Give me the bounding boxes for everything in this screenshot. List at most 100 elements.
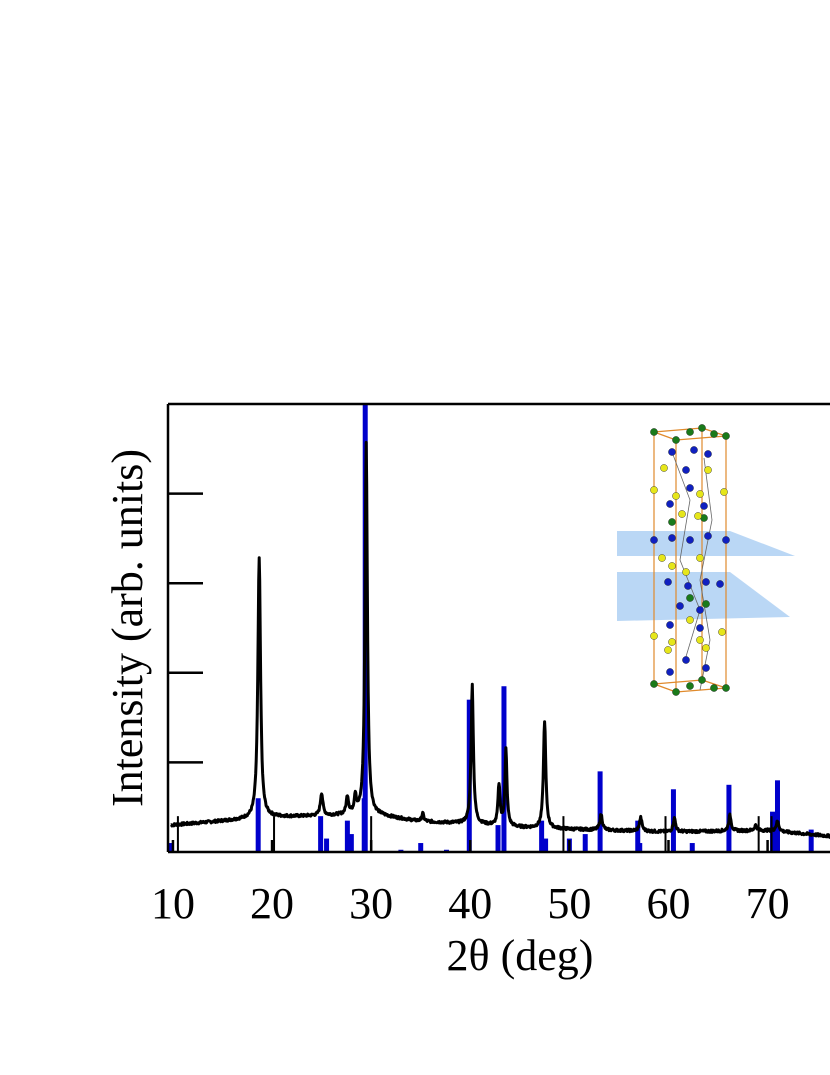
atom	[678, 510, 686, 518]
atom	[650, 536, 658, 544]
atom	[682, 466, 690, 474]
atom	[682, 568, 690, 576]
atom	[704, 450, 712, 458]
atom	[672, 492, 680, 500]
reference-stick	[664, 816, 667, 852]
atom	[666, 621, 674, 629]
reference-stick	[774, 780, 780, 852]
atom	[668, 534, 676, 542]
atom	[704, 532, 712, 540]
atom	[686, 616, 694, 624]
atom	[686, 682, 694, 690]
atom	[696, 636, 704, 644]
atom	[694, 512, 702, 520]
atom	[658, 554, 666, 562]
atom	[700, 502, 708, 510]
x-tick-label: 50	[547, 879, 591, 928]
atom	[668, 448, 676, 456]
atom	[686, 536, 694, 544]
atom	[704, 466, 712, 474]
reference-stick	[637, 843, 643, 852]
x-tick-label: 30	[349, 879, 393, 928]
reference-stick	[255, 798, 261, 852]
atom	[684, 582, 692, 590]
reference-sticks-blue	[168, 404, 814, 852]
reference-stick	[168, 843, 174, 852]
x-axis-ticks: 10 20 30 40 50 60 70	[151, 840, 790, 928]
atom	[686, 594, 694, 602]
atom	[676, 602, 684, 610]
reference-stick	[543, 838, 549, 852]
atom	[650, 428, 658, 436]
atom	[722, 684, 730, 692]
atom	[672, 436, 680, 444]
atom	[650, 486, 658, 494]
atom	[690, 446, 698, 454]
reference-stick	[418, 843, 424, 852]
lattice-plane	[617, 572, 790, 621]
atom	[696, 624, 704, 632]
reference-stick	[344, 820, 350, 852]
reference-stick	[562, 816, 565, 852]
y-axis-title: Intensity (arb. units)	[103, 449, 152, 807]
atom	[696, 554, 704, 562]
reference-stick	[757, 816, 760, 852]
unit-cell-frame	[653, 427, 727, 693]
reference-stick	[597, 771, 603, 852]
reference-stick	[370, 816, 373, 852]
atom	[722, 432, 730, 440]
atom	[686, 428, 694, 436]
atom	[702, 600, 710, 608]
atom	[720, 488, 728, 496]
x-tick-label: 40	[448, 879, 492, 928]
measured-pattern-line	[170, 440, 830, 839]
atom	[710, 430, 718, 438]
x-axis-title: 2θ (deg)	[447, 931, 594, 980]
atom	[664, 646, 672, 654]
reference-stick	[770, 816, 773, 852]
x-tick-label: 70	[746, 879, 790, 928]
atom	[682, 656, 690, 664]
atom	[664, 578, 672, 586]
reference-stick	[635, 820, 641, 852]
reference-stick	[808, 829, 814, 852]
reference-stick	[495, 825, 501, 852]
atom	[716, 580, 724, 588]
reference-sticks-black	[176, 816, 773, 852]
atom	[666, 668, 674, 676]
atom	[672, 688, 680, 696]
x-tick-label: 60	[646, 879, 690, 928]
atom	[702, 644, 710, 652]
atom	[698, 676, 706, 684]
atom	[660, 464, 668, 472]
plot-frame	[166, 402, 830, 854]
atom	[702, 664, 710, 672]
atom	[686, 484, 694, 492]
x-tick-label: 20	[250, 879, 294, 928]
atom	[696, 490, 704, 498]
atom	[702, 578, 710, 586]
atom	[718, 628, 726, 636]
atom	[668, 562, 676, 570]
reference-stick	[318, 816, 324, 852]
reference-stick	[582, 834, 588, 852]
atom	[650, 632, 658, 640]
atom	[710, 684, 718, 692]
y-axis-ticks	[168, 492, 203, 764]
x-tick-label: 10	[151, 879, 195, 928]
atom	[668, 518, 676, 526]
atom	[722, 536, 730, 544]
reference-stick	[689, 843, 695, 852]
reference-stick	[539, 820, 545, 852]
crystal-structure-inset	[617, 424, 795, 696]
atom	[666, 500, 674, 508]
atom	[696, 606, 704, 614]
reference-stick	[176, 816, 179, 852]
reference-stick	[348, 834, 354, 852]
atom	[650, 680, 658, 688]
atom	[668, 638, 676, 646]
lattice-plane	[617, 531, 795, 556]
atom	[698, 424, 706, 432]
reference-stick	[273, 816, 276, 852]
